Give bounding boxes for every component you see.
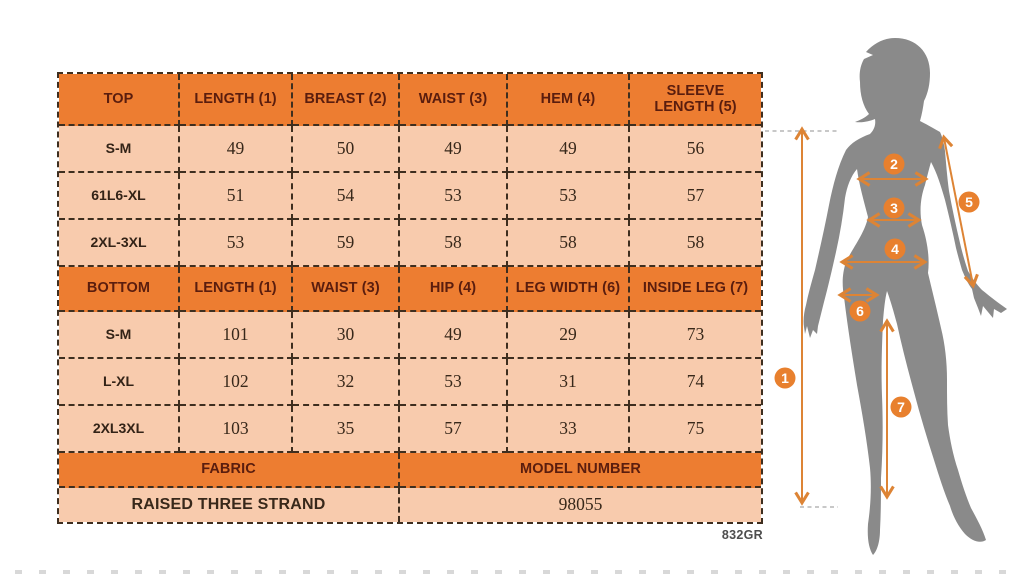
- top-col-header: SLEEVE LENGTH (5): [630, 74, 761, 126]
- marker-circle: [849, 300, 871, 322]
- marker-circle: [884, 238, 906, 260]
- size-row-label: 61L6-XL: [59, 173, 180, 220]
- top-col-header: LENGTH (1): [180, 74, 293, 126]
- model-number-value: 98055: [400, 488, 761, 522]
- measurement-value: 58: [400, 220, 508, 267]
- measurement-value: 32: [293, 359, 400, 406]
- measurement-value: 75: [630, 406, 761, 453]
- marker-circle: [774, 367, 796, 389]
- measurement-value: 49: [180, 126, 293, 173]
- measurement-value: 53: [180, 220, 293, 267]
- fabric-header: FABRIC: [59, 453, 400, 488]
- measurement-value: 57: [400, 406, 508, 453]
- cropped-bottom-text-artifacts: [15, 570, 1009, 574]
- marker-1: 1: [774, 367, 796, 389]
- top-col-header: WAIST (3): [400, 74, 508, 126]
- marker-circle: [883, 197, 905, 219]
- size-row-label: 2XL-3XL: [59, 220, 180, 267]
- marker-label: 2: [890, 156, 898, 172]
- marker-6: 6: [849, 300, 871, 322]
- marker-2: 2: [883, 153, 905, 175]
- measurement-value: 56: [630, 126, 761, 173]
- measurement-value: 49: [400, 126, 508, 173]
- marker-circle: [883, 153, 905, 175]
- top-col-header: HEM (4): [508, 74, 630, 126]
- bottom-col-header: INSIDE LEG (7): [630, 267, 761, 312]
- measurement-value: 30: [293, 312, 400, 359]
- measurement-value: 101: [180, 312, 293, 359]
- measurement-value: 53: [400, 359, 508, 406]
- measurement-value: 35: [293, 406, 400, 453]
- measurement-value: 57: [630, 173, 761, 220]
- top-col-header: TOP: [59, 74, 180, 126]
- measurement-value: 49: [400, 312, 508, 359]
- measurement-value: 58: [508, 220, 630, 267]
- marker-circle: [958, 191, 980, 213]
- measurement-value: 29: [508, 312, 630, 359]
- measurement-value: 54: [293, 173, 400, 220]
- measurement-value: 103: [180, 406, 293, 453]
- measurement-value: 33: [508, 406, 630, 453]
- measurement-value: 31: [508, 359, 630, 406]
- style-code: 832GR: [721, 528, 763, 542]
- sleeve-arrow-5: [938, 134, 979, 289]
- size-row-label: L-XL: [59, 359, 180, 406]
- marker-label: 7: [897, 399, 905, 415]
- marker-circle: [890, 396, 912, 418]
- top-col-header: BREAST (2): [293, 74, 400, 126]
- bottom-col-header: HIP (4): [400, 267, 508, 312]
- size-row-label: 2XL3XL: [59, 406, 180, 453]
- measurement-value: 49: [508, 126, 630, 173]
- marker-7: 7: [890, 396, 912, 418]
- measurement-value: 53: [508, 173, 630, 220]
- marker-label: 6: [856, 303, 864, 319]
- measurement-value: 59: [293, 220, 400, 267]
- woman-silhouette-image: [803, 38, 1007, 555]
- measurement-value: 53: [400, 173, 508, 220]
- marker-5: 5: [958, 191, 980, 213]
- measurement-value: 51: [180, 173, 293, 220]
- marker-label: 5: [965, 194, 973, 210]
- bottom-col-header: LEG WIDTH (6): [508, 267, 630, 312]
- size-chart-table: TOP LENGTH (1) BREAST (2) WAIST (3) HEM …: [57, 72, 763, 524]
- measurement-value: 102: [180, 359, 293, 406]
- marker-3: 3: [883, 197, 905, 219]
- measurement-value: 73: [630, 312, 761, 359]
- size-row-label: S-M: [59, 312, 180, 359]
- fabric-value: RAISED THREE STRAND: [59, 488, 400, 522]
- marker-label: 4: [891, 241, 899, 257]
- measurement-value: 74: [630, 359, 761, 406]
- marker-label: 3: [890, 200, 898, 216]
- size-row-label: S-M: [59, 126, 180, 173]
- bottom-col-header: BOTTOM: [59, 267, 180, 312]
- model-number-header: MODEL NUMBER: [400, 453, 761, 488]
- marker-label: 1: [781, 370, 789, 386]
- bottom-col-header: LENGTH (1): [180, 267, 293, 312]
- measurement-value: 58: [630, 220, 761, 267]
- marker-4: 4: [884, 238, 906, 260]
- measurement-figure: 1 2 3 4 5 6 7: [765, 38, 1007, 555]
- measurement-value: 50: [293, 126, 400, 173]
- bottom-col-header: WAIST (3): [293, 267, 400, 312]
